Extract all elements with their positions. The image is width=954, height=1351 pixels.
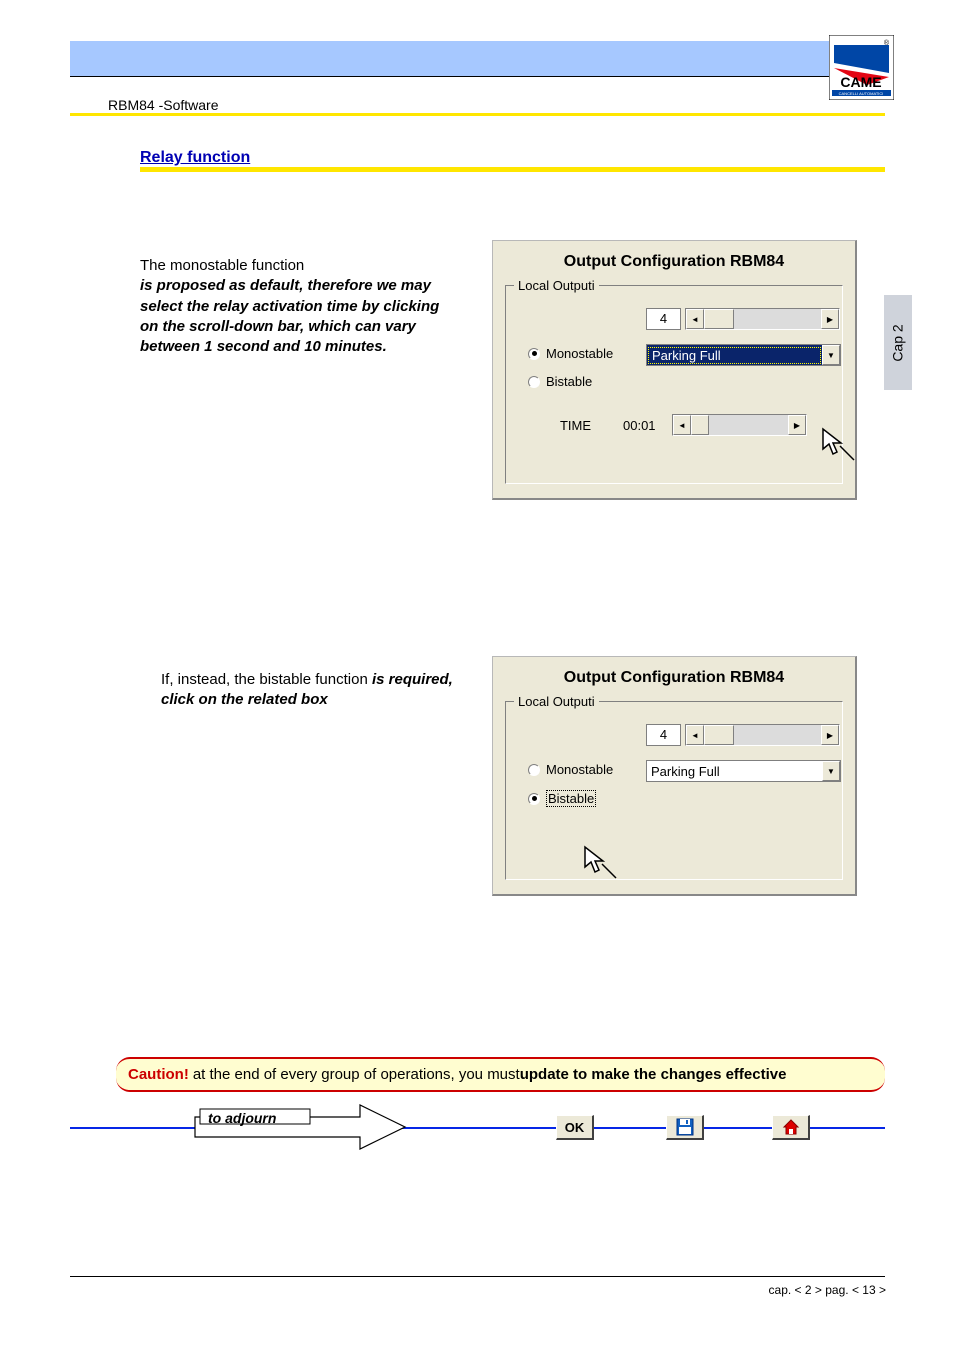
caution-bold: update to make the changes effective <box>520 1066 787 1083</box>
radio-bistable[interactable]: Bistable <box>528 374 592 389</box>
panel1-title: Output Configuration RBM84 <box>493 253 855 271</box>
caution-label: Caution! <box>128 1066 189 1083</box>
home-button[interactable] <box>772 1115 810 1140</box>
output-number-scrollbar-2[interactable]: ◄ ▶ <box>685 724 840 746</box>
scroll-right-icon[interactable]: ▶ <box>821 309 839 329</box>
arrow-label: to adjourn <box>208 1110 276 1126</box>
scroll-thumb[interactable] <box>704 309 734 329</box>
scroll-left-icon[interactable]: ◄ <box>686 725 704 745</box>
save-button[interactable] <box>666 1115 704 1140</box>
output-config-panel-1: Output Configuration RBM84 Local Outputi… <box>492 240 857 500</box>
time-row: TIME 00:01 ◄ ▶ <box>528 414 807 436</box>
panel2-legend: Local Outputi <box>514 694 599 709</box>
time-value: 00:01 <box>623 418 668 433</box>
came-logo: ® CAME CANCELLI AUTOMATICI <box>829 35 894 100</box>
panel1-legend: Local Outputi <box>514 278 599 293</box>
radio-icon <box>528 764 540 776</box>
paragraph-monostable: The monostable function is proposed as d… <box>140 256 460 357</box>
output-number-field[interactable]: 4 <box>646 308 681 330</box>
footer-post: > <box>876 1283 886 1297</box>
output-number-spinner[interactable]: 4 ◄ ▶ <box>646 308 840 330</box>
parking-dropdown[interactable]: Parking Full ▼ <box>646 344 841 366</box>
footer-pagination: cap. < 2 > pag. < 13 > <box>769 1283 886 1297</box>
para1-body: is proposed as default, therefore we may… <box>140 277 439 355</box>
output-number-field-2[interactable]: 4 <box>646 724 681 746</box>
paragraph-bistable: If, instead, the bistable function is re… <box>161 670 471 711</box>
scroll-left-icon[interactable]: ◄ <box>686 309 704 329</box>
chevron-down-icon[interactable]: ▼ <box>822 345 840 365</box>
header-band <box>70 41 885 76</box>
chapter-side-tab: Cap 2 <box>884 295 912 390</box>
panel1-groupbox: Local Outputi 4 ◄ ▶ Monostable Bistable … <box>505 285 843 484</box>
section-underline <box>140 167 885 172</box>
panel2-title: Output Configuration RBM84 <box>493 669 855 687</box>
scroll-track[interactable] <box>704 309 821 329</box>
ok-button[interactable]: OK <box>556 1115 594 1140</box>
para1-intro: The monostable function <box>140 257 304 274</box>
radio-monostable-label: Monostable <box>546 346 613 361</box>
output-number-scrollbar[interactable]: ◄ ▶ <box>685 308 840 330</box>
radio-icon <box>528 348 540 360</box>
caution-middle: at the end of every group of operations,… <box>193 1066 520 1083</box>
radio-bistable-2[interactable]: Bistable <box>528 790 596 807</box>
scroll-track[interactable] <box>704 725 821 745</box>
header-rule <box>70 76 885 77</box>
scroll-thumb[interactable] <box>704 725 734 745</box>
panel2-groupbox: Local Outputi 4 ◄ ▶ Monostable Bistable … <box>505 701 843 880</box>
svg-text:CANCELLI AUTOMATICI: CANCELLI AUTOMATICI <box>839 91 884 96</box>
output-number-spinner-2[interactable]: 4 ◄ ▶ <box>646 724 840 746</box>
cursor-icon <box>580 842 620 882</box>
time-label: TIME <box>528 418 623 433</box>
floppy-icon <box>676 1118 694 1136</box>
scroll-track[interactable] <box>691 415 788 435</box>
radio-bistable-label: Bistable <box>546 374 592 389</box>
footer-rule <box>70 1276 885 1277</box>
dropdown-value: Parking Full <box>648 347 821 364</box>
section-title: Relay function <box>140 149 250 167</box>
footer-cap: 2 <box>805 1283 812 1297</box>
footer-pre: cap. < <box>769 1283 805 1297</box>
svg-text:CAME: CAME <box>840 74 881 90</box>
chapter-label: Cap 2 <box>890 324 906 361</box>
output-config-panel-2: Output Configuration RBM84 Local Outputi… <box>492 656 857 896</box>
scroll-right-icon[interactable]: ▶ <box>788 415 806 435</box>
breadcrumb-underline <box>70 113 885 116</box>
radio-bistable-label-2: Bistable <box>546 790 596 807</box>
caution-box: Caution! at the end of every group of op… <box>116 1057 885 1092</box>
dropdown-value-2: Parking Full <box>647 764 822 779</box>
radio-icon <box>528 793 540 805</box>
home-icon <box>782 1118 800 1136</box>
breadcrumb: RBM84 -Software <box>108 97 218 113</box>
radio-monostable-label-2: Monostable <box>546 762 613 777</box>
time-scrollbar[interactable]: ◄ ▶ <box>672 414 807 436</box>
scroll-left-icon[interactable]: ◄ <box>673 415 691 435</box>
footer-pag: 13 <box>862 1283 875 1297</box>
cursor-icon <box>818 424 858 464</box>
radio-icon <box>528 376 540 388</box>
update-bar: to adjourn OK <box>70 1102 885 1152</box>
para2-pre: If, instead, the bistable function <box>161 671 372 688</box>
parking-dropdown-2[interactable]: Parking Full ▼ <box>646 760 841 782</box>
radio-monostable-2[interactable]: Monostable <box>528 762 613 777</box>
radio-monostable[interactable]: Monostable <box>528 346 613 361</box>
scroll-right-icon[interactable]: ▶ <box>821 725 839 745</box>
chevron-down-icon[interactable]: ▼ <box>822 761 840 781</box>
scroll-thumb[interactable] <box>691 415 709 435</box>
footer-mid: > pag. < <box>812 1283 863 1297</box>
